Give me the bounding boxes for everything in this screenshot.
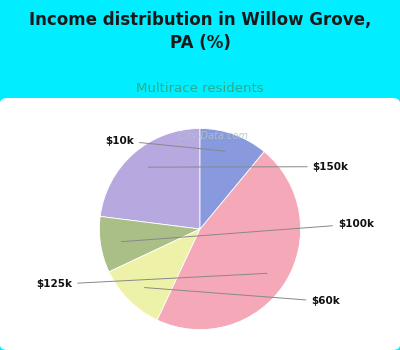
- Text: Income distribution in Willow Grove,
PA (%): Income distribution in Willow Grove, PA …: [29, 10, 371, 52]
- Text: $100k: $100k: [121, 219, 374, 242]
- Wedge shape: [100, 216, 200, 272]
- Text: $150k: $150k: [148, 162, 349, 172]
- FancyBboxPatch shape: [0, 98, 400, 350]
- Wedge shape: [109, 229, 200, 320]
- Text: $60k: $60k: [144, 288, 340, 307]
- Text: $125k: $125k: [36, 273, 267, 289]
- Wedge shape: [200, 128, 264, 229]
- Text: $10k: $10k: [105, 135, 225, 151]
- Text: City-Data.com: City-Data.com: [172, 132, 248, 141]
- Text: Multirace residents: Multirace residents: [136, 82, 264, 95]
- Wedge shape: [100, 128, 200, 229]
- Wedge shape: [157, 152, 300, 330]
